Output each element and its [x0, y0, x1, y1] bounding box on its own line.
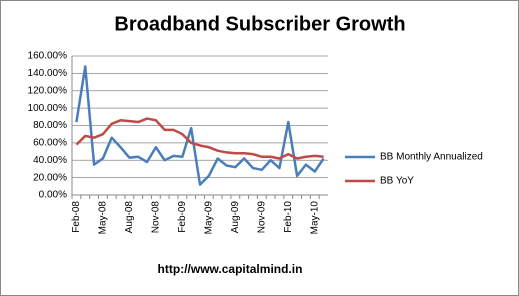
x-tick-label: May-09 — [203, 201, 214, 235]
y-tick-label: 120.00% — [28, 85, 68, 96]
y-tick-label: 0.00% — [39, 190, 67, 201]
y-tick-label: 80.00% — [33, 120, 67, 131]
series-line — [75, 65, 325, 186]
y-tick-label: 20.00% — [33, 172, 67, 183]
x-tick-label: Aug-08 — [124, 201, 135, 234]
x-tick-label: Feb-09 — [177, 201, 188, 233]
y-tick-label: 40.00% — [33, 155, 67, 166]
x-tick-label: Nov-09 — [256, 201, 267, 234]
x-tick-label: May-08 — [98, 201, 109, 235]
y-tick-label: 140.00% — [28, 68, 68, 79]
footer: http://www.capitalmind.in — [158, 262, 303, 276]
y-tick-label: 160.00% — [28, 51, 68, 62]
x-tick-label: Feb-10 — [283, 201, 294, 233]
x-tick-label: May-10 — [309, 201, 320, 235]
legend-label: BB Monthly Annualized — [380, 152, 483, 163]
series-line — [75, 117, 324, 160]
legend-label: BB YoY — [380, 176, 414, 187]
chart-title: Broadband Subscriber Growth — [114, 13, 405, 35]
x-tick-label: Aug-09 — [230, 201, 241, 234]
x-tick-label: Nov-08 — [151, 201, 162, 234]
x-tick-label: Feb-08 — [71, 201, 82, 233]
y-tick-label: 100.00% — [28, 103, 68, 114]
y-tick-label: 60.00% — [33, 138, 67, 149]
